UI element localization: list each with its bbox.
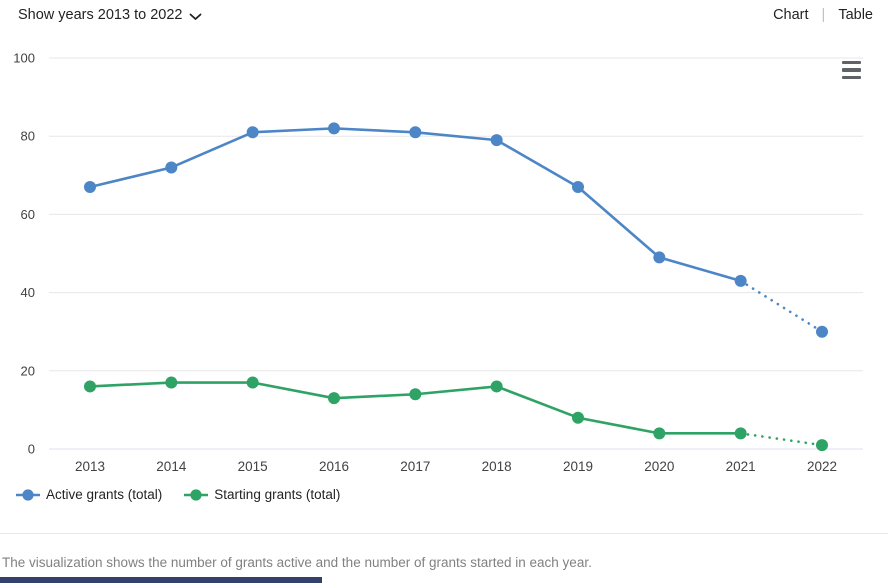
legend-item-active-grants[interactable]: Active grants (total)	[16, 487, 162, 502]
grants-line-chart: 0 20 40 60 80 100 2013 2014 2015 2016 2017 2018 2019…	[13, 51, 863, 474]
hamburger-icon	[842, 61, 861, 65]
x-tick-label: 2013	[75, 459, 105, 474]
y-tick-label: 80	[21, 129, 35, 144]
legend-line-marker-icon	[184, 488, 209, 501]
x-tick-label: 2014	[156, 459, 187, 474]
data-point-marker[interactable]	[84, 181, 96, 194]
x-tick-label: 2017	[400, 459, 430, 474]
y-tick-label: 100	[13, 51, 35, 66]
data-point-marker[interactable]	[409, 126, 422, 139]
chart-view-button[interactable]: Chart	[773, 7, 809, 23]
data-point-marker[interactable]	[653, 427, 666, 440]
x-tick-label: 2019	[563, 459, 593, 474]
data-point-marker[interactable]	[328, 122, 340, 135]
chart-caption: The visualization shows the number of gr…	[2, 555, 592, 570]
y-tick-label: 0	[28, 442, 35, 457]
footer-divider	[0, 533, 888, 534]
x-tick-label: 2015	[238, 459, 268, 474]
horizontal-scrollbar-thumb[interactable]	[0, 577, 322, 583]
y-tick-label: 60	[21, 207, 35, 222]
data-point-marker[interactable]	[246, 376, 259, 389]
legend-label: Starting grants (total)	[214, 487, 341, 502]
series-line	[89, 127, 742, 283]
year-range-dropdown[interactable]: Show years 2013 to 2022	[18, 7, 202, 24]
data-point-marker[interactable]	[816, 439, 828, 452]
view-toggle-separator: |	[821, 7, 826, 23]
data-point-marker[interactable]	[490, 380, 503, 393]
data-point-marker[interactable]	[409, 388, 422, 401]
x-tick-label: 2018	[482, 459, 512, 474]
data-point-marker[interactable]	[734, 274, 747, 287]
legend-label: Active grants (total)	[46, 487, 163, 502]
series-line-dotted	[739, 432, 824, 447]
table-view-button[interactable]: Table	[838, 7, 873, 23]
legend-item-starting-grants[interactable]: Starting grants (total)	[184, 487, 340, 502]
chart-legend: Active grants (total) Starting grants (t…	[16, 487, 340, 502]
y-tick-label: 20	[21, 363, 35, 378]
data-point-marker[interactable]	[165, 161, 178, 174]
data-point-marker[interactable]	[165, 376, 178, 389]
chevron-down-icon	[190, 13, 202, 20]
series-line-dotted	[739, 279, 824, 334]
data-point-marker[interactable]	[490, 134, 503, 147]
x-tick-label: 2016	[319, 459, 349, 474]
data-point-marker[interactable]	[653, 251, 666, 264]
data-point-marker[interactable]	[734, 427, 747, 440]
data-point-marker[interactable]	[816, 325, 828, 338]
data-point-marker[interactable]	[572, 181, 584, 194]
data-point-marker[interactable]	[246, 126, 259, 139]
x-tick-label: 2021	[726, 459, 756, 474]
view-toggle: Chart | Table	[773, 7, 873, 24]
x-tick-label: 2020	[644, 459, 674, 474]
year-range-label: Show years 2013 to 2022	[18, 7, 183, 23]
chart-menu-button[interactable]	[842, 61, 864, 79]
data-point-marker[interactable]	[328, 392, 340, 405]
legend-line-marker-icon	[16, 488, 40, 501]
x-tick-label: 2022	[807, 459, 837, 474]
data-point-marker[interactable]	[572, 411, 584, 424]
data-point-marker[interactable]	[84, 380, 96, 393]
y-tick-label: 40	[21, 285, 35, 300]
